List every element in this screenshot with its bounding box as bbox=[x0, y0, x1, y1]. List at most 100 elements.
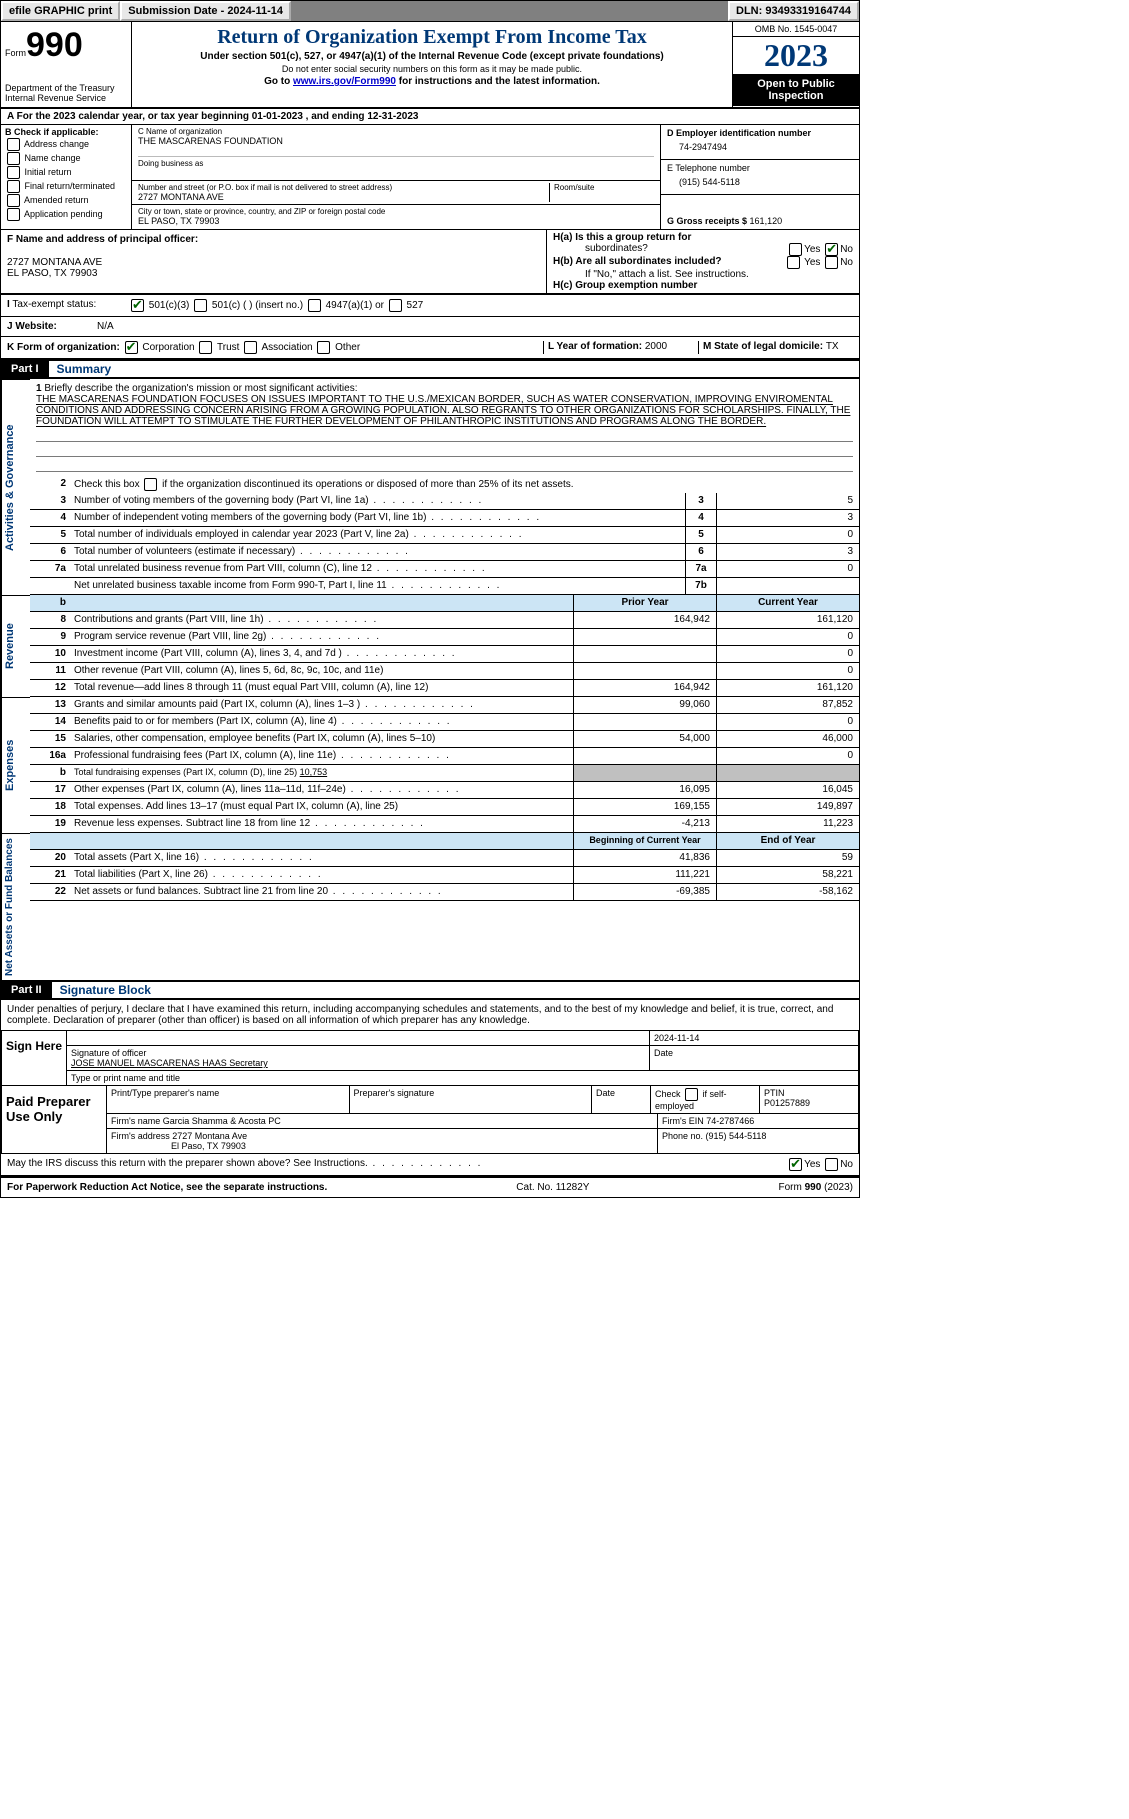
form-990-document: efile GRAPHIC print Submission Date - 20… bbox=[0, 0, 860, 1198]
f-addr1: 2727 MONTANA AVE bbox=[7, 257, 540, 268]
line-16a-current: 0 bbox=[716, 748, 859, 764]
chk-name-change[interactable]: Name change bbox=[5, 152, 127, 165]
section-b-through-g: B Check if applicable: Address change Na… bbox=[1, 125, 859, 230]
line-19-prior: -4,213 bbox=[573, 816, 716, 832]
beginning-year-header: Beginning of Current Year bbox=[573, 833, 716, 849]
line-3-val: 5 bbox=[716, 493, 859, 509]
chk-501c3[interactable] bbox=[131, 299, 144, 312]
line-22: Net assets or fund balances. Subtract li… bbox=[70, 884, 573, 900]
chk-pending[interactable]: Application pending bbox=[5, 208, 127, 221]
line-14-prior bbox=[573, 714, 716, 730]
dept-treasury: Department of the Treasury Internal Reve… bbox=[5, 83, 127, 103]
dln: DLN: 93493319164744 bbox=[728, 1, 859, 21]
line-5: Total number of individuals employed in … bbox=[70, 527, 685, 543]
line-18: Total expenses. Add lines 13–17 (must eq… bbox=[70, 799, 573, 815]
row-i-tax-exempt: I Tax-exempt status: 501(c)(3) 501(c) ( … bbox=[1, 294, 859, 317]
dba-label: Doing business as bbox=[138, 156, 654, 168]
h-a-yesno[interactable]: Yes No bbox=[787, 243, 853, 256]
line-17-prior: 16,095 bbox=[573, 782, 716, 798]
line-15-prior: 54,000 bbox=[573, 731, 716, 747]
line-16b-prior bbox=[573, 765, 716, 781]
line-22-prior: -69,385 bbox=[573, 884, 716, 900]
line-15: Salaries, other compensation, employee b… bbox=[70, 731, 573, 747]
line-20-prior: 41,836 bbox=[573, 850, 716, 866]
line-16b-current bbox=[716, 765, 859, 781]
line-13: Grants and similar amounts paid (Part IX… bbox=[70, 697, 573, 713]
chk-other[interactable] bbox=[317, 341, 330, 354]
side-revenue: Revenue bbox=[1, 595, 30, 697]
line-16b: Total fundraising expenses (Part IX, col… bbox=[70, 765, 573, 781]
line-7b-val bbox=[716, 578, 859, 594]
ptin-value: P01257889 bbox=[764, 1098, 810, 1108]
street-label: Number and street (or P.O. box if mail i… bbox=[138, 183, 545, 192]
line-8-current: 161,120 bbox=[716, 612, 859, 628]
form-subtitle: Under section 501(c), 527, or 4947(a)(1)… bbox=[138, 51, 726, 62]
ptin-label: PTIN bbox=[764, 1088, 785, 1098]
irs-link[interactable]: www.irs.gov/Form990 bbox=[293, 76, 396, 87]
f-addr2: EL PASO, TX 79903 bbox=[7, 268, 540, 279]
line-8: Contributions and grants (Part VIII, lin… bbox=[70, 612, 573, 628]
ein-label: D Employer identification number bbox=[667, 128, 811, 138]
activities-governance-block: Activities & Governance 1 Briefly descri… bbox=[1, 379, 859, 595]
line-4-val: 3 bbox=[716, 510, 859, 526]
phone-value: (915) 544-5118 bbox=[706, 1131, 767, 1141]
ein-value: 74-2947494 bbox=[667, 138, 853, 156]
line-20-current: 59 bbox=[716, 850, 859, 866]
line-21-current: 58,221 bbox=[716, 867, 859, 883]
line-18-current: 149,897 bbox=[716, 799, 859, 815]
sign-here-block: Sign Here 2024-11-14 Signature of office… bbox=[1, 1030, 859, 1086]
tel-cell: E Telephone number (915) 544-5118 bbox=[661, 160, 859, 195]
chk-trust[interactable] bbox=[199, 341, 212, 354]
side-activities-governance: Activities & Governance bbox=[1, 379, 30, 595]
chk-address-change[interactable]: Address change bbox=[5, 138, 127, 151]
chk-discontinued[interactable] bbox=[144, 478, 157, 491]
h-c: H(c) Group exemption number bbox=[553, 280, 697, 291]
header-right: OMB No. 1545-0047 2023 Open to Public In… bbox=[732, 22, 859, 107]
form-title: Return of Organization Exempt From Incom… bbox=[138, 26, 726, 49]
footer-right: Form 990 (2023) bbox=[779, 1182, 853, 1193]
footer-cat: Cat. No. 11282Y bbox=[516, 1182, 589, 1193]
paid-preparer-label: Paid Preparer Use Only bbox=[2, 1086, 107, 1153]
tel-label: E Telephone number bbox=[667, 163, 853, 173]
city-state-zip: EL PASO, TX 79903 bbox=[138, 216, 654, 226]
chk-corporation[interactable] bbox=[125, 341, 138, 354]
street-row: Number and street (or P.O. box if mail i… bbox=[132, 181, 660, 205]
part-2-header: Part II Signature Block bbox=[1, 980, 859, 1000]
gross-label: G Gross receipts $ bbox=[667, 216, 750, 226]
org-name-row: C Name of organization THE MASCARENAS FO… bbox=[132, 125, 660, 181]
chk-501c[interactable] bbox=[194, 299, 207, 312]
chk-4947[interactable] bbox=[308, 299, 321, 312]
topbar-spacer bbox=[291, 1, 728, 21]
line-3: Number of voting members of the governin… bbox=[70, 493, 685, 509]
h-b: H(b) Are all subordinates included? bbox=[553, 256, 722, 267]
city-label: City or town, state or province, country… bbox=[138, 207, 654, 216]
org-name-label: C Name of organization bbox=[138, 127, 654, 136]
line-7a-val: 0 bbox=[716, 561, 859, 577]
line-7b: Net unrelated business taxable income fr… bbox=[70, 578, 685, 594]
h-group-return: H(a) Is this a group return for subordin… bbox=[546, 230, 859, 293]
chk-527[interactable] bbox=[389, 299, 402, 312]
self-employed-check[interactable]: Check if self-employed bbox=[651, 1086, 760, 1113]
chk-amended[interactable]: Amended return bbox=[5, 194, 127, 207]
chk-initial-return[interactable]: Initial return bbox=[5, 166, 127, 179]
firm-name: Garcia Shamma & Acosta PC bbox=[163, 1116, 281, 1126]
row-k-l-m: K Form of organization: Corporation Trus… bbox=[1, 337, 859, 359]
row-f-h: F Name and address of principal officer:… bbox=[1, 230, 859, 294]
f-principal-officer: F Name and address of principal officer:… bbox=[1, 230, 546, 293]
chk-association[interactable] bbox=[244, 341, 257, 354]
line-11-prior bbox=[573, 663, 716, 679]
efile-print-button[interactable]: efile GRAPHIC print bbox=[1, 1, 120, 21]
header-left: Form990 Department of the Treasury Inter… bbox=[1, 22, 132, 107]
line-21: Total liabilities (Part X, line 26) bbox=[70, 867, 573, 883]
h-b-yesno[interactable]: Yes No bbox=[785, 256, 854, 269]
header-center: Return of Organization Exempt From Incom… bbox=[132, 22, 732, 107]
line-4: Number of independent voting members of … bbox=[70, 510, 685, 526]
part-2-label: Signature Block bbox=[52, 982, 859, 998]
discuss-yesno[interactable]: Yes No bbox=[787, 1158, 853, 1171]
column-b: B Check if applicable: Address change Na… bbox=[1, 125, 132, 229]
chk-final-return[interactable]: Final return/terminated bbox=[5, 180, 127, 193]
line-16a-prior bbox=[573, 748, 716, 764]
line-12-current: 161,120 bbox=[716, 680, 859, 696]
goto-prefix: Go to bbox=[264, 76, 293, 87]
tax-year: 2023 bbox=[733, 37, 859, 74]
